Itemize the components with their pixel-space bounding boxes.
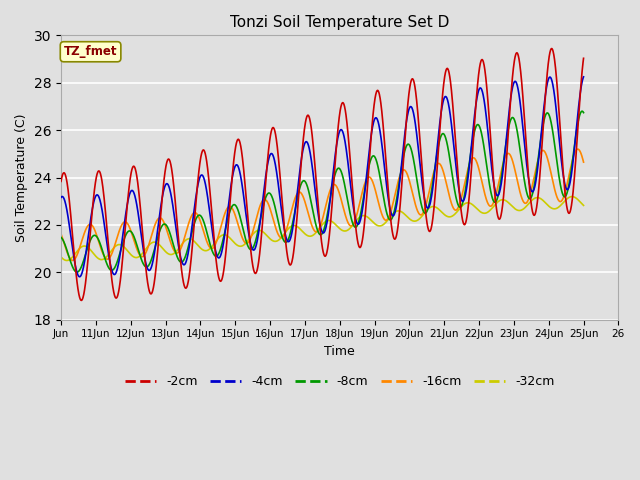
Legend: -2cm, -4cm, -8cm, -16cm, -32cm: -2cm, -4cm, -8cm, -16cm, -32cm bbox=[120, 370, 559, 393]
-32cm bbox=[63, 258, 70, 264]
-2cm bbox=[57, 179, 65, 184]
-32cm bbox=[382, 219, 390, 225]
-32cm bbox=[57, 254, 65, 260]
-2cm bbox=[77, 298, 85, 303]
-2cm bbox=[155, 239, 163, 244]
Line: -4cm: -4cm bbox=[61, 77, 584, 277]
-2cm bbox=[200, 147, 207, 153]
-4cm bbox=[200, 175, 207, 180]
-32cm bbox=[477, 209, 485, 215]
-8cm bbox=[579, 108, 586, 114]
-2cm bbox=[548, 46, 556, 51]
-8cm bbox=[200, 219, 207, 225]
-32cm bbox=[328, 218, 335, 224]
-8cm bbox=[557, 184, 564, 190]
-32cm bbox=[557, 203, 564, 208]
-8cm bbox=[580, 110, 588, 116]
-8cm bbox=[155, 232, 163, 238]
-4cm bbox=[155, 220, 163, 226]
-8cm bbox=[382, 205, 390, 211]
-32cm bbox=[580, 203, 588, 208]
-16cm bbox=[382, 217, 390, 223]
X-axis label: Time: Time bbox=[324, 345, 355, 358]
Line: -16cm: -16cm bbox=[61, 149, 584, 261]
-16cm bbox=[580, 159, 588, 165]
-2cm bbox=[580, 55, 588, 61]
-16cm bbox=[200, 229, 207, 235]
-32cm bbox=[568, 194, 576, 200]
-8cm bbox=[57, 235, 65, 240]
-4cm bbox=[328, 187, 335, 193]
Text: TZ_fmet: TZ_fmet bbox=[64, 45, 117, 58]
-2cm bbox=[328, 212, 335, 218]
-4cm bbox=[57, 194, 65, 200]
-4cm bbox=[76, 274, 83, 280]
-2cm bbox=[557, 139, 565, 144]
-4cm bbox=[557, 152, 564, 158]
-16cm bbox=[155, 216, 163, 221]
-16cm bbox=[57, 231, 65, 237]
-4cm bbox=[580, 74, 588, 80]
Line: -8cm: -8cm bbox=[61, 111, 584, 272]
-16cm bbox=[477, 176, 485, 181]
-4cm bbox=[382, 175, 390, 180]
-2cm bbox=[382, 155, 390, 161]
Title: Tonzi Soil Temperature Set D: Tonzi Soil Temperature Set D bbox=[230, 15, 449, 30]
-2cm bbox=[477, 58, 485, 63]
-16cm bbox=[557, 199, 564, 204]
-16cm bbox=[328, 185, 335, 191]
-8cm bbox=[73, 269, 81, 275]
-8cm bbox=[328, 190, 335, 195]
Line: -32cm: -32cm bbox=[61, 197, 584, 261]
Y-axis label: Soil Temperature (C): Soil Temperature (C) bbox=[15, 113, 28, 242]
-8cm bbox=[477, 129, 485, 135]
-4cm bbox=[477, 86, 485, 92]
-16cm bbox=[68, 258, 76, 264]
-32cm bbox=[155, 241, 163, 247]
Line: -2cm: -2cm bbox=[61, 48, 584, 300]
-32cm bbox=[200, 247, 207, 253]
-16cm bbox=[574, 146, 582, 152]
